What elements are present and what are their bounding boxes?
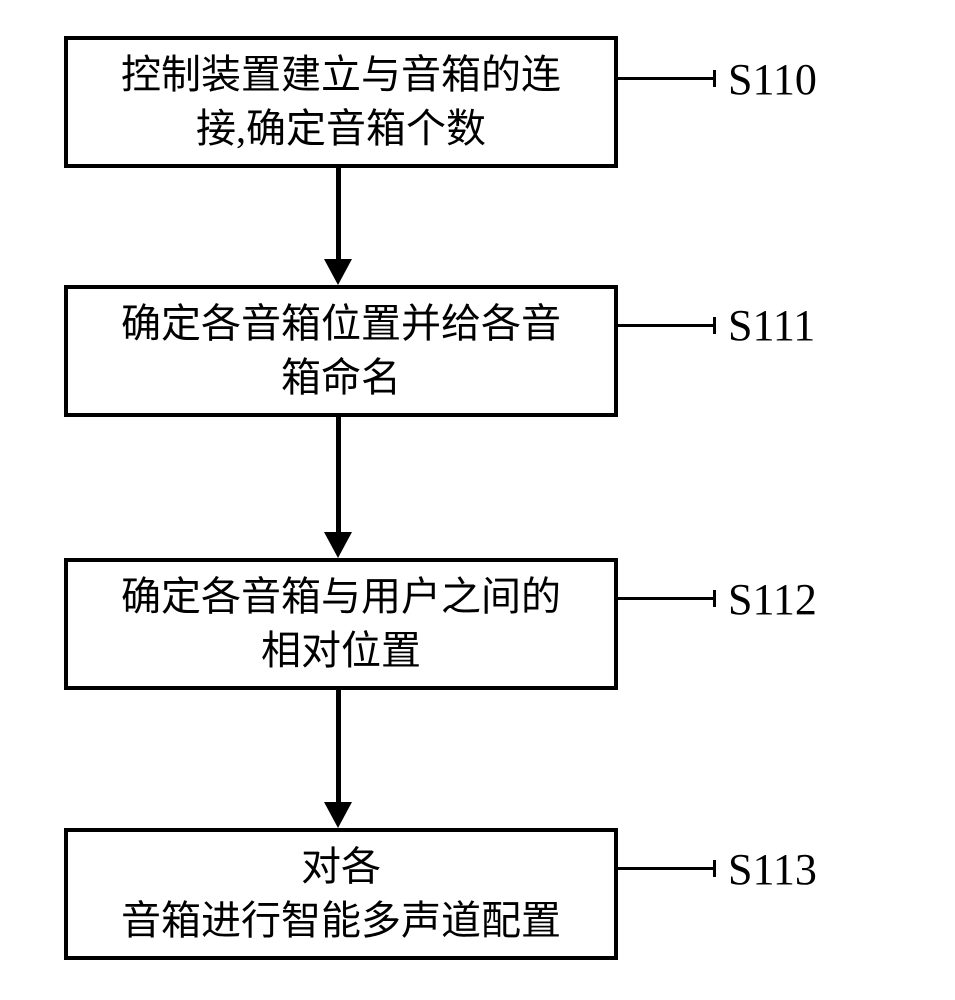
connector-s111: [618, 324, 716, 327]
node-text-line: 音箱进行智能多声道配置: [78, 894, 604, 948]
arrow-2-shaft: [336, 417, 341, 534]
flow-node-s113: 对各 音箱进行智能多声道配置: [64, 828, 618, 960]
arrow-3-head: [324, 802, 352, 828]
arrow-2-head: [324, 532, 352, 558]
connector-tick-s112: [713, 590, 716, 607]
node-text-line: 对各: [78, 840, 604, 894]
connector-s113: [618, 867, 716, 870]
arrow-1-shaft: [336, 168, 341, 261]
flowchart-canvas: 控制装置建立与音箱的连 接,确定音箱个数 S110 确定各音箱位置并给各音 箱命…: [0, 0, 955, 1000]
node-text-line: 控制装置建立与音箱的连: [78, 48, 604, 102]
step-label-s111: S111: [728, 300, 815, 351]
arrow-3-shaft: [336, 690, 341, 804]
step-label-s113: S113: [728, 844, 817, 895]
connector-tick-s110: [713, 70, 716, 87]
connector-s110: [618, 77, 716, 80]
flow-node-s110: 控制装置建立与音箱的连 接,确定音箱个数: [64, 36, 618, 168]
step-label-s110: S110: [728, 54, 817, 105]
node-text-line: 相对位置: [78, 624, 604, 678]
node-text-line: 确定各音箱位置并给各音: [78, 297, 604, 351]
connector-s112: [618, 597, 716, 600]
node-text-line: 确定各音箱与用户之间的: [78, 570, 604, 624]
arrow-1-head: [324, 259, 352, 285]
flow-node-s112: 确定各音箱与用户之间的 相对位置: [64, 558, 618, 690]
connector-tick-s111: [713, 317, 716, 334]
flow-node-s111: 确定各音箱位置并给各音 箱命名: [64, 285, 618, 417]
connector-tick-s113: [713, 860, 716, 877]
step-label-s112: S112: [728, 574, 817, 625]
node-text-line: 接,确定音箱个数: [78, 102, 604, 156]
node-text-line: 箱命名: [78, 351, 604, 405]
